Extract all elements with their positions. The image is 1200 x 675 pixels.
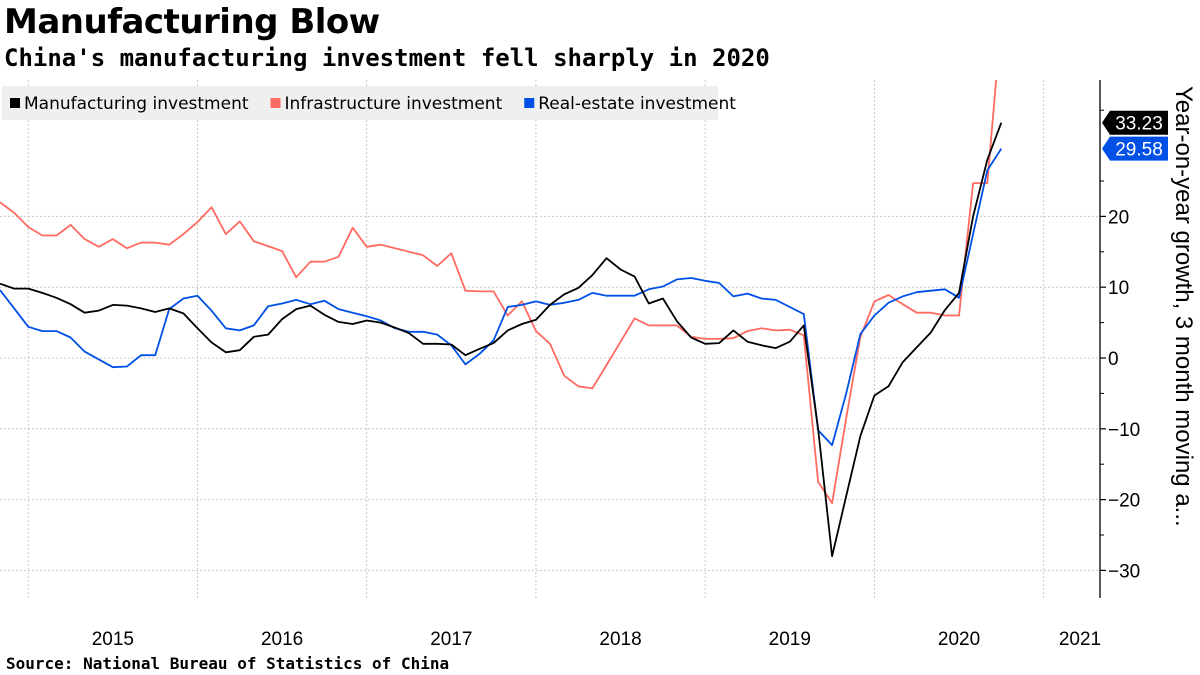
series-line-real-estate-investment [0,148,1003,446]
source-note: Source: National Bureau of Statistics of… [6,654,450,673]
chart-subtitle: China's manufacturing investment fell sh… [4,44,770,72]
legend-background [2,86,718,120]
series-line-manufacturing-investment [0,122,1003,558]
callout-box [1102,110,1168,135]
legend-swatch [10,98,20,108]
legend: Manufacturing investment Infrastructure i… [2,86,736,120]
callout-box [1102,136,1168,161]
y-tick-label: −10 [1108,420,1140,441]
legend-swatch [270,98,281,108]
legend-label: Infrastructure investment [285,94,503,114]
y-axis-title: Year-on-year growth, 3 month moving a... [1170,86,1197,527]
x-tick-label: 2015 [92,629,134,650]
grid [0,80,1100,598]
chart-title: Manufacturing Blow [4,2,380,42]
y-tick-label: 0 [1108,349,1119,370]
legend-swatch [524,98,535,108]
y-tick-label: −20 [1108,491,1140,512]
series-lines [0,80,1003,558]
y-tick-label: 20 [1108,207,1129,228]
x-axis: 2015 2016 2017 2018 2019 2020 2021 [92,629,1101,650]
y-tick-label: 10 [1108,278,1129,299]
x-tick-label: 2019 [769,629,811,650]
legend-label: Real-estate investment [538,94,736,114]
x-tick-label: 2016 [261,629,303,650]
legend-label: Manufacturing investment [24,94,249,114]
last-value-callout: 29.58 [1102,136,1168,161]
y-axis: 20 10 0 −10 −20 −30 Year-on-year growth, 3 mon… [1099,80,1197,598]
x-tick-label: 2021 [1059,629,1101,650]
x-tick-label: 2017 [430,629,472,650]
y-tick-label: −30 [1108,561,1140,582]
x-tick-label: 2018 [599,629,641,650]
callout-value: 33.23 [1115,114,1163,135]
series-line-infrastructure-investment [0,80,998,504]
x-tick-label: 2020 [938,629,980,650]
last-value-callout: 33.23 [1102,110,1168,135]
callout-value: 29.58 [1115,140,1163,161]
